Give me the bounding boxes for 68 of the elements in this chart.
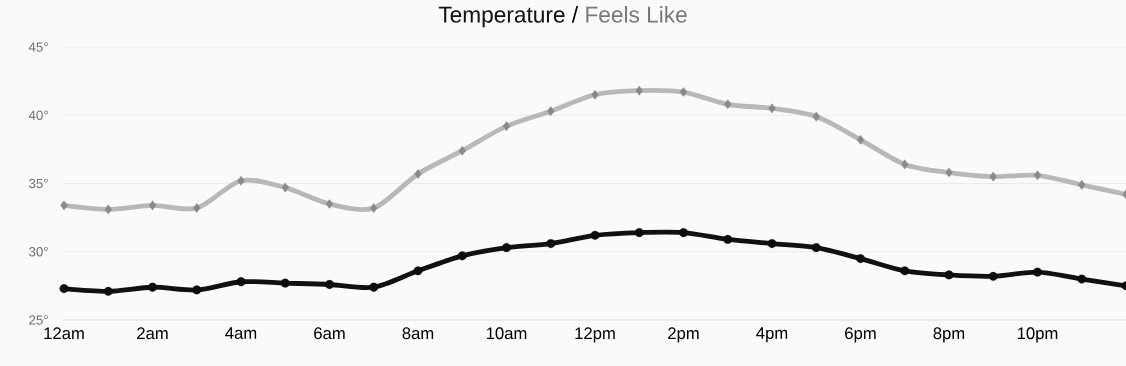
- point: [635, 85, 643, 96]
- x-tick-label: 12am: [44, 327, 84, 340]
- y-tick-label: 35°: [28, 178, 48, 189]
- point: [457, 251, 467, 261]
- point: [502, 243, 511, 253]
- point: [590, 230, 600, 240]
- point: [1077, 274, 1087, 284]
- x-tick-label: 10pm: [1017, 327, 1058, 343]
- point: [944, 270, 954, 280]
- y-tick-label: 45°: [28, 42, 48, 52]
- x-tick-label: 2am: [137, 327, 168, 340]
- point: [236, 277, 246, 287]
- point: [988, 271, 998, 281]
- point: [281, 182, 289, 193]
- x-tick-label: 8am: [402, 327, 434, 340]
- point: [547, 106, 555, 117]
- point: [679, 228, 688, 238]
- point: [369, 282, 379, 292]
- point: [1033, 170, 1042, 181]
- point: [591, 89, 599, 100]
- point: [148, 200, 157, 211]
- x-tick-label: 6pm: [845, 327, 876, 343]
- y-tick-label: 25°: [29, 315, 48, 325]
- point: [546, 239, 556, 249]
- point: [723, 234, 733, 244]
- point: [59, 284, 69, 294]
- point: [856, 134, 865, 145]
- point: [192, 285, 202, 295]
- point: [325, 199, 334, 209]
- point: [1078, 179, 1086, 190]
- point: [901, 159, 909, 170]
- x-tick-label: 4am: [225, 327, 257, 339]
- x-tick-label: 10am: [486, 327, 527, 340]
- point: [103, 286, 113, 296]
- x-tick-label: 8pm: [933, 327, 965, 343]
- point: [1033, 267, 1042, 277]
- text: Feels Like: [586, 6, 687, 23]
- point: [414, 169, 422, 179]
- point: [502, 121, 511, 132]
- point: [413, 266, 423, 276]
- point: [325, 280, 334, 289]
- point: [989, 171, 997, 182]
- point: [634, 228, 644, 238]
- point: [945, 167, 953, 178]
- y-tick-label: 40°: [28, 110, 48, 120]
- point: [280, 278, 290, 288]
- x-tick-label: 12pm: [575, 327, 615, 343]
- text: /: [571, 6, 579, 23]
- point: [193, 203, 201, 213]
- point: [458, 145, 466, 156]
- x-tick-label: 4pm: [756, 327, 788, 343]
- point: [60, 200, 68, 211]
- x-tick-label: 2pm: [668, 327, 699, 343]
- point: [900, 266, 910, 276]
- point: [104, 204, 112, 215]
- point: [370, 203, 378, 213]
- point: [724, 99, 732, 110]
- point: [812, 111, 820, 122]
- x-tick-label: 6am: [314, 327, 345, 340]
- y-tick-label: 30°: [28, 247, 48, 257]
- text: Temperature: [438, 6, 565, 28]
- point: [767, 239, 777, 249]
- point: [679, 87, 688, 97]
- point: [237, 175, 245, 186]
- point: [148, 282, 157, 292]
- point: [856, 254, 865, 264]
- point: [811, 243, 821, 253]
- point: [768, 103, 776, 114]
